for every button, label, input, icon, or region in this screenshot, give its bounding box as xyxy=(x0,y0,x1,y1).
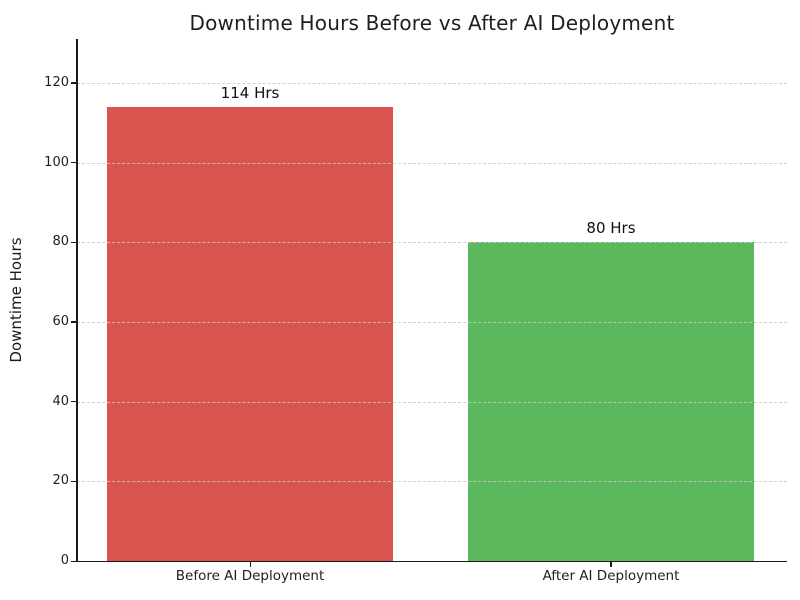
gridline-y-80 xyxy=(77,242,787,244)
y-tick-label: 40 xyxy=(52,393,69,409)
y-tick-label: 100 xyxy=(44,154,69,170)
y-tick-mark xyxy=(71,401,76,403)
x-tick-label: Before AI Deployment xyxy=(175,568,325,584)
y-tick-label: 80 xyxy=(52,234,69,250)
gridline-y-20 xyxy=(77,481,787,483)
y-tick-label: 20 xyxy=(52,473,69,489)
bar-1 xyxy=(467,242,754,561)
x-tick-mark xyxy=(610,562,612,567)
gridline-y-100 xyxy=(77,162,787,164)
x-axis-spine xyxy=(75,560,787,562)
chart-title: Downtime Hours Before vs After AI Deploy… xyxy=(189,11,675,35)
y-axis-spine xyxy=(76,39,78,561)
bar-value-label: 80 Hrs xyxy=(586,219,636,238)
y-tick-label: 120 xyxy=(44,74,69,90)
x-tick-mark xyxy=(249,562,251,567)
y-tick-label: 0 xyxy=(60,553,69,568)
y-tick-mark xyxy=(71,241,76,243)
gridline-y-120 xyxy=(77,82,787,84)
y-tick-mark xyxy=(71,162,76,164)
gridline-y-40 xyxy=(77,401,787,403)
y-tick-label: 60 xyxy=(52,313,69,329)
bar-value-label: 114 Hrs xyxy=(220,83,280,102)
x-tick-label: After AI Deployment xyxy=(542,568,680,584)
y-tick-mark xyxy=(71,480,76,482)
gridline-y-60 xyxy=(77,321,787,323)
bar-0 xyxy=(107,106,394,561)
y-tick-mark xyxy=(71,321,76,323)
y-tick-mark xyxy=(71,560,76,562)
y-tick-mark xyxy=(71,82,76,84)
